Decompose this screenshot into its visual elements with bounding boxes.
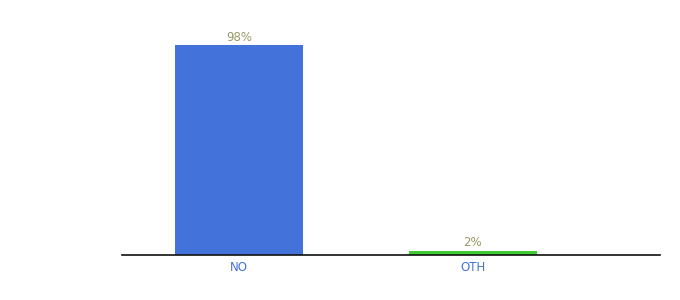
Bar [409,251,537,255]
Bar [175,45,303,255]
Text: 98%: 98% [226,31,252,44]
Text: 2%: 2% [464,236,482,249]
